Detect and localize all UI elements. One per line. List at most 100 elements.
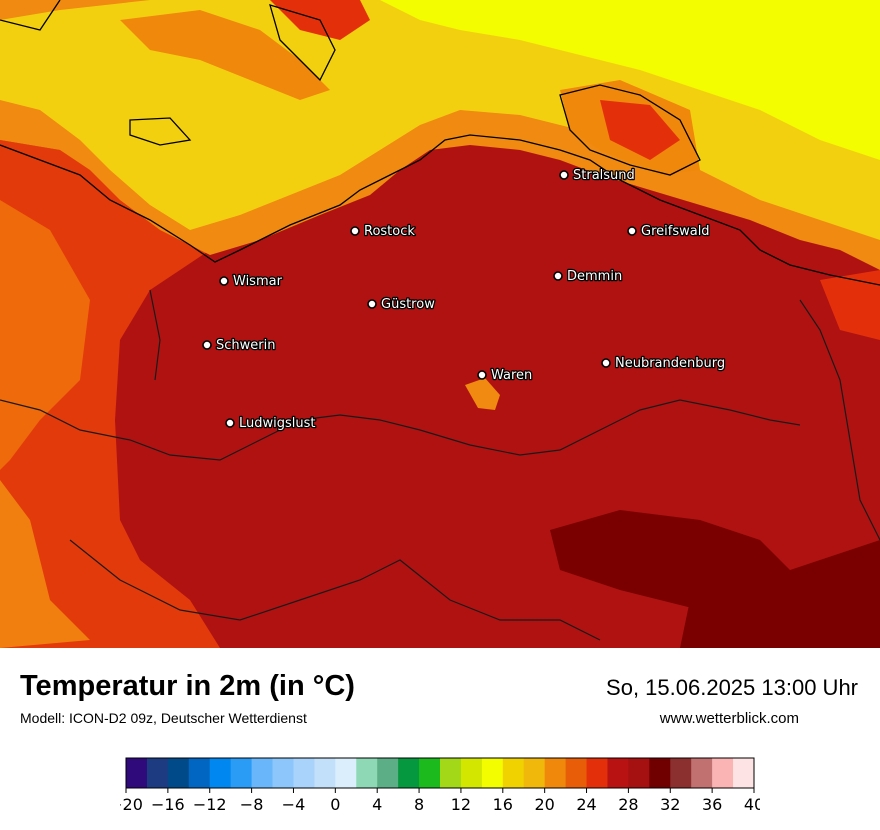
city-stralsund: Stralsund — [559, 167, 636, 184]
coastline — [0, 134, 880, 286]
west-orange-zone — [0, 200, 90, 470]
city-label: Stralsund — [573, 168, 635, 183]
legend-tick-label: 36 — [702, 795, 722, 814]
legend-swatch — [670, 758, 692, 788]
southwest-orange-zone — [0, 480, 90, 648]
legend-tick-label: 40 — [744, 795, 760, 814]
north-island-outline — [269, 4, 336, 82]
legend-tick-label: −20 — [120, 795, 143, 814]
city-label: Güstrow — [381, 297, 435, 312]
city-neubrandenburg: Neubrandenburg — [601, 355, 726, 372]
city-rostock: Rostock — [350, 223, 417, 240]
legend-swatch — [712, 758, 734, 788]
legend-tick-label: 4 — [372, 795, 382, 814]
national-border-east — [799, 299, 880, 541]
city-schwerin: Schwerin — [202, 337, 277, 354]
forecast-datetime: So, 15.06.2025 13:00 Uhr — [606, 675, 858, 700]
city-dot — [553, 271, 563, 281]
legend-swatch — [628, 758, 650, 788]
legend-tick-label: 20 — [534, 795, 554, 814]
legend-swatch — [544, 758, 567, 788]
city-wismar: Wismar — [219, 273, 284, 290]
northwest-coast — [0, 0, 61, 31]
legend-swatch — [272, 758, 294, 788]
city-greifswald: Greifswald — [627, 223, 711, 240]
southeast-hot-patch — [680, 540, 880, 648]
city-dot — [627, 226, 637, 236]
legend-swatch — [188, 758, 211, 788]
legend-swatch — [314, 758, 336, 788]
legend-swatch — [398, 758, 420, 788]
legend-swatch — [649, 758, 671, 788]
legend-tick-label: 8 — [414, 795, 424, 814]
legend-swatch — [126, 758, 148, 788]
legend-tick-label: −4 — [282, 795, 306, 814]
legend-swatch — [481, 758, 504, 788]
city-dot — [601, 358, 611, 368]
district-border — [149, 289, 161, 381]
city-güstrow: Güstrow — [367, 296, 436, 313]
east-coast-warm — [820, 270, 880, 340]
state-border-south — [0, 399, 801, 461]
legend-swatch — [502, 758, 525, 788]
city-markers: Stralsund Rostock Greifswald Wismar Demmin Gü… — [202, 167, 726, 432]
city-label: Waren — [491, 368, 532, 383]
city-waren: Waren — [477, 367, 534, 384]
legend-tick-label: 32 — [660, 795, 680, 814]
color-legend: −20 −16 −12 −8 −4 0 4 8 12 16 20 24 28 32 36 40 — [109, 754, 764, 820]
legend-swatch — [586, 758, 608, 788]
island-poel-outline — [129, 117, 192, 146]
legend-swatch — [251, 758, 274, 788]
chart-title: Temperatur in 2m (in °C) — [20, 670, 355, 702]
legend-swatch — [440, 758, 462, 788]
city-demmin: Demmin — [553, 268, 623, 285]
city-label: Demmin — [567, 269, 622, 284]
legend-swatch — [293, 758, 315, 788]
temperature-map: Stralsund Rostock Greifswald Wismar Demmin Gü… — [0, 0, 880, 648]
legend-swatch — [167, 758, 190, 788]
legend-tick-label: 28 — [618, 795, 638, 814]
model-info: Modell: ICON-D2 09z, Deutscher Wetterdie… — [20, 710, 307, 726]
city-dot — [350, 226, 360, 236]
sea-bright-yellow-zone — [380, 0, 880, 160]
lake-mueritz-patch — [465, 378, 500, 410]
legend-swatch — [146, 758, 169, 788]
city-label: Greifswald — [641, 224, 710, 239]
legend-tick-label: 0 — [330, 795, 340, 814]
legend-frame — [125, 757, 755, 789]
city-dot — [225, 418, 235, 428]
legend-swatch — [523, 758, 546, 788]
legend-tick-label: 12 — [451, 795, 471, 814]
legend-swatch — [209, 758, 232, 788]
legend-swatch — [377, 758, 399, 788]
legend-tick-label: −16 — [151, 795, 185, 814]
legend-swatch — [733, 758, 755, 788]
legend-swatch — [419, 758, 441, 788]
city-ludwigslust: Ludwigslust — [225, 415, 317, 432]
legend-swatch — [607, 758, 629, 788]
state-border-southwest — [69, 539, 601, 641]
legend-swatch — [230, 758, 253, 788]
city-dot — [559, 170, 569, 180]
legend-tick-label: −8 — [240, 795, 264, 814]
city-dot — [219, 276, 229, 286]
island-fehmarn-warm — [120, 10, 330, 100]
legend-swatch — [356, 758, 378, 788]
website-link[interactable]: www.wetterblick.com — [659, 710, 799, 727]
city-dot — [477, 370, 487, 380]
legend-swatch — [565, 758, 588, 788]
city-label: Ludwigslust — [239, 416, 316, 431]
legend-swatch — [460, 758, 483, 788]
city-label: Schwerin — [216, 338, 275, 353]
city-dot — [367, 299, 377, 309]
legend-swatch — [691, 758, 713, 788]
legend-tick-label: 24 — [576, 795, 596, 814]
ruegen-outline — [559, 84, 701, 176]
legend-tick-label: −12 — [193, 795, 227, 814]
city-label: Rostock — [364, 224, 415, 239]
legend-tick-label: 16 — [493, 795, 513, 814]
city-dot — [202, 340, 212, 350]
city-label: Wismar — [233, 274, 283, 289]
ruegen-hot — [600, 100, 680, 160]
legend-swatch — [335, 758, 357, 788]
